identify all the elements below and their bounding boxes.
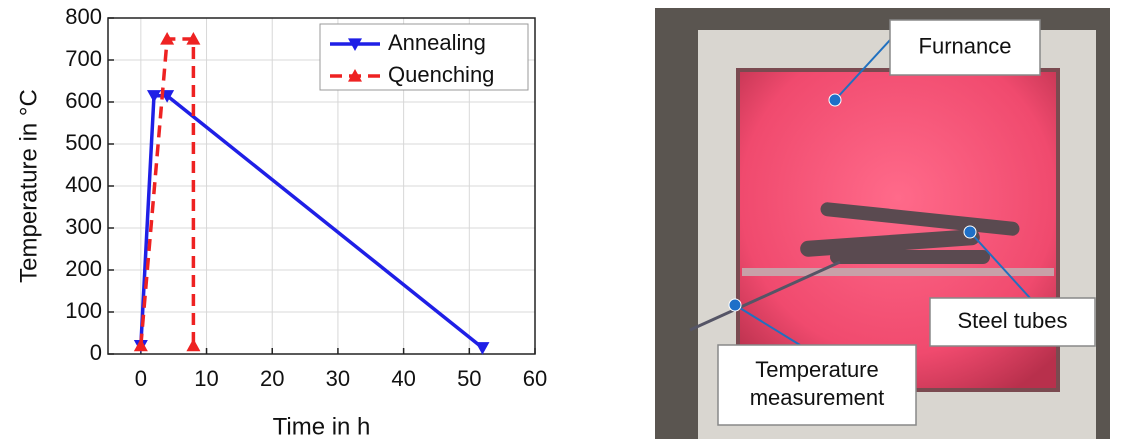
leader-dot	[829, 94, 841, 106]
leader-dot	[729, 299, 741, 311]
photo-label: measurement	[750, 385, 885, 410]
y-axis-label: Temperature in °C	[15, 89, 42, 283]
y-tick-label: 600	[65, 88, 102, 113]
x-axis-label: Time in h	[273, 413, 371, 439]
figure: 0 100 200 300 400 500 600 700 800 0 10 20 30 40 50 60 Ti…	[0, 0, 1128, 439]
photo-label: Furnance	[919, 33, 1012, 58]
y-tick-label: 500	[65, 130, 102, 155]
x-tick-label: 20	[260, 366, 284, 391]
x-tick-label: 30	[326, 366, 350, 391]
x-tick-label: 40	[391, 366, 415, 391]
y-tick-label: 700	[65, 46, 102, 71]
marker	[186, 339, 200, 352]
leader-dot	[964, 226, 976, 238]
y-tick-label: 800	[65, 4, 102, 29]
y-tick-label: 100	[65, 298, 102, 323]
x-tick-label: 60	[523, 366, 547, 391]
photo-label: Steel tubes	[957, 308, 1067, 333]
y-tick-label: 400	[65, 172, 102, 197]
legend-label: Quenching	[388, 62, 494, 87]
legend-label: Annealing	[388, 30, 486, 55]
y-tick-label: 300	[65, 214, 102, 239]
x-tick-label: 50	[457, 366, 481, 391]
x-tick-label: 10	[194, 366, 218, 391]
photo-label: Temperature	[755, 357, 879, 382]
marker	[475, 342, 489, 355]
x-tick-label: 0	[135, 366, 147, 391]
y-tick-label: 200	[65, 256, 102, 281]
y-tick-label: 0	[90, 340, 102, 365]
chart: 0 100 200 300 400 500 600 700 800 0 10 20 30 40 50 60 Ti…	[15, 4, 547, 439]
